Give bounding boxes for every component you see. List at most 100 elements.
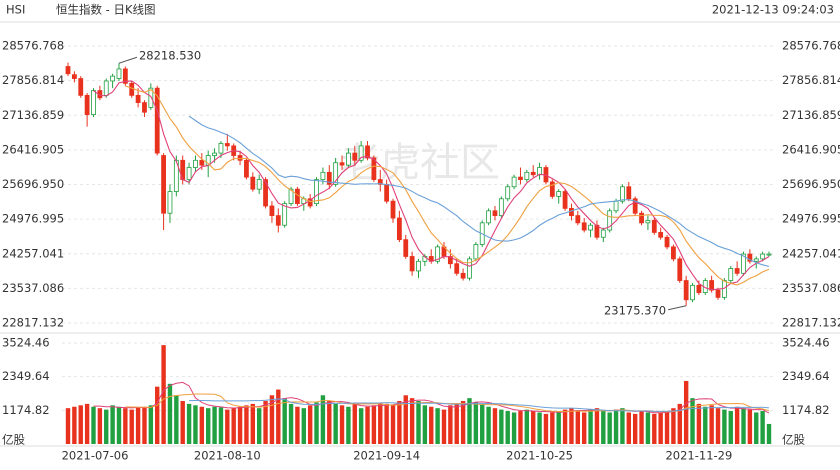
symbol: HSI [6,3,25,17]
volume-bar [492,408,498,444]
volume-bar [225,409,230,444]
y2-tick-label: 3524.46 [2,336,50,350]
volume-bar [569,408,574,444]
volume-bar [199,406,205,444]
volume-bar [639,411,644,444]
volume-bar [760,411,765,444]
y-tick-label: 25696.950 [782,177,840,191]
timestamp: 2021-12-13 09:24:03 [712,3,834,17]
candle-body [620,186,625,202]
volume-bar [575,411,581,444]
y-tick-label: 27856.814 [782,73,840,87]
candle-body [728,268,734,281]
volume-bar [607,412,612,444]
candle-body [250,176,256,190]
candle-body [569,207,574,217]
volume-bar [116,406,122,444]
volume-bar [250,403,256,444]
candle-body [326,171,332,185]
y-tick-label: 27136.859 [2,108,64,122]
candle-body [167,191,173,214]
volume-bar [135,407,141,444]
candle-body [581,222,587,231]
y-tick-label: 22817.132 [782,316,840,330]
candle-body [212,152,217,156]
candle-body [460,272,466,279]
watermark: 老虎社区 [340,140,500,186]
volume-bar [499,409,504,444]
candle-body [651,220,657,233]
candle-body [352,152,358,161]
candle-body [486,210,492,224]
volume-bar [601,411,606,444]
volume-bar [307,405,313,444]
candle-body [664,236,670,248]
y-tick-label: 24976.995 [782,212,840,226]
candle-body [345,152,351,166]
y2-tick-label: 2349.64 [2,369,50,383]
volume-bar [269,395,275,444]
candle-body [741,253,746,274]
candle-body [358,145,364,161]
volume-bar [403,395,408,444]
volume-bar [314,402,319,444]
candle-body [396,217,402,241]
volume-bar [78,405,83,444]
candle-body [269,205,275,217]
candle-body [467,258,472,279]
candle-body [747,253,753,262]
volume-bar [161,345,166,444]
volume-bar [333,403,338,444]
volume-bar [550,412,555,444]
candle-body [435,246,441,262]
volume-bar [422,405,428,444]
volume-bar [276,389,281,444]
candle-body [71,74,77,79]
volume-bar [728,411,733,444]
volume-ma-line [189,398,770,412]
y-tick-label: 24257.041 [782,246,840,260]
candle-body [594,224,600,238]
candle-body [237,155,243,161]
volume-bar [448,405,453,444]
candle-body [690,284,695,301]
annotation-leader [668,305,687,311]
volume-bar [237,406,243,444]
volume-bar [581,412,587,444]
candle-body [390,200,396,219]
candle-body [683,280,689,301]
volume-bar [454,403,459,444]
volume-bar [766,423,772,444]
volume-bar [709,405,714,444]
volume-bar [358,408,364,444]
candle-body [339,162,345,166]
volume-bar [441,409,447,444]
y-tick-label: 23537.086 [2,281,64,295]
candle-body [320,171,326,180]
candle-body [639,212,644,224]
volume-bar [486,406,491,444]
volume-bar [295,406,300,444]
candle-body [677,258,683,281]
candle-body [371,157,377,180]
y-tick-label: 28576.768 [2,39,64,53]
volume-bar [301,408,306,444]
volume-bar [174,395,179,444]
candle-body [288,188,294,204]
volume-bar [72,406,77,444]
volume-unit: 亿股 [782,433,805,447]
volume-bar [212,406,217,444]
volume-bar [327,401,332,444]
volume-bar [155,386,160,444]
candle-body [409,256,415,272]
volume-bar [683,380,689,444]
candle-body [511,176,517,188]
candle-body [91,90,96,116]
volume-bar [384,403,389,444]
volume-bar [690,398,695,444]
volume-bar [722,409,727,444]
candle-body [416,260,421,272]
volume-bar [416,401,421,444]
volume-bar [594,408,600,444]
candle-body [403,239,409,257]
